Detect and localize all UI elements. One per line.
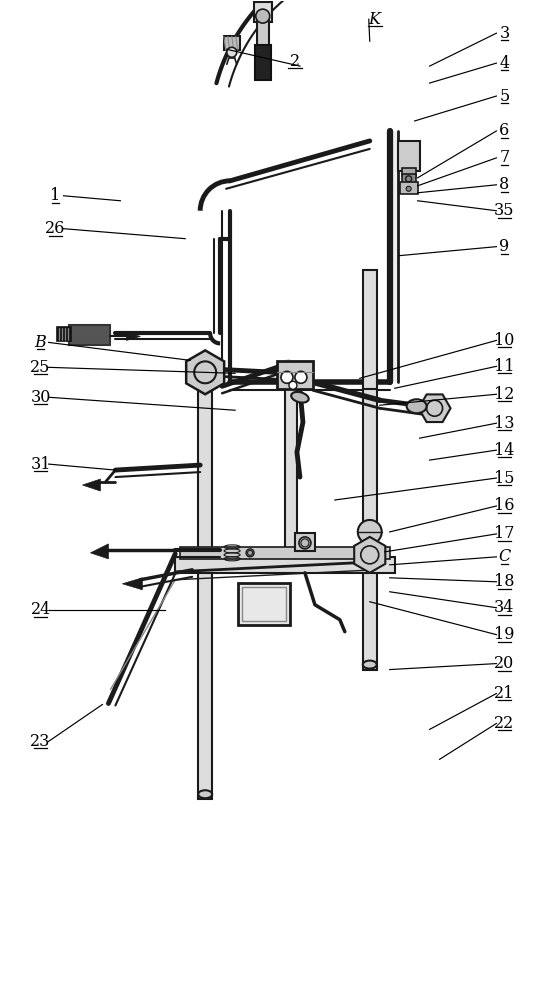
Polygon shape: [82, 479, 100, 491]
Ellipse shape: [198, 790, 212, 798]
Text: 15: 15: [494, 470, 514, 487]
Text: 8: 8: [499, 176, 510, 193]
Text: 13: 13: [494, 415, 514, 432]
Circle shape: [281, 371, 293, 383]
Bar: [363, 270, 377, 389]
Text: 17: 17: [494, 525, 514, 542]
Bar: [285, 389, 297, 570]
Text: 18: 18: [494, 573, 514, 590]
Polygon shape: [90, 544, 108, 559]
Text: B: B: [35, 334, 46, 351]
Text: 12: 12: [494, 386, 514, 403]
Bar: [198, 570, 212, 799]
Bar: [257, 19, 269, 47]
Text: 1: 1: [51, 187, 60, 204]
Circle shape: [289, 381, 297, 389]
Bar: [399, 182, 417, 194]
Bar: [242, 587, 286, 621]
Bar: [57, 327, 70, 341]
Circle shape: [299, 537, 311, 549]
Text: 3: 3: [499, 25, 510, 42]
Circle shape: [295, 371, 307, 383]
Text: 14: 14: [494, 442, 514, 459]
Text: 5: 5: [499, 88, 510, 105]
Bar: [285, 362, 297, 382]
Bar: [69, 325, 111, 345]
Text: 24: 24: [31, 601, 51, 618]
Bar: [254, 2, 272, 22]
Bar: [224, 36, 240, 50]
Circle shape: [358, 520, 382, 544]
Text: 26: 26: [45, 220, 66, 237]
Text: 11: 11: [494, 358, 514, 375]
Bar: [238, 583, 290, 625]
Text: 2: 2: [290, 53, 300, 70]
Circle shape: [227, 47, 237, 57]
Bar: [398, 141, 420, 171]
Text: 30: 30: [31, 389, 51, 406]
Text: 34: 34: [494, 599, 514, 616]
Polygon shape: [126, 332, 141, 340]
Text: 4: 4: [499, 55, 510, 72]
Circle shape: [406, 186, 411, 191]
Text: 20: 20: [494, 655, 514, 672]
Bar: [363, 370, 377, 670]
Text: 10: 10: [494, 332, 514, 349]
Text: 25: 25: [31, 359, 51, 376]
Bar: [295, 533, 315, 551]
Text: 21: 21: [494, 685, 514, 702]
Text: 7: 7: [499, 149, 510, 166]
Text: 23: 23: [31, 733, 51, 750]
Polygon shape: [354, 537, 385, 573]
Bar: [402, 168, 416, 176]
Bar: [198, 370, 212, 570]
Text: 9: 9: [499, 238, 510, 255]
Bar: [387, 131, 399, 382]
Bar: [277, 361, 313, 389]
Text: 31: 31: [31, 456, 51, 473]
Text: 22: 22: [494, 715, 514, 732]
Text: 19: 19: [494, 626, 514, 643]
Ellipse shape: [363, 661, 377, 669]
Polygon shape: [419, 394, 451, 422]
Polygon shape: [123, 578, 142, 590]
Bar: [255, 45, 271, 80]
Text: 6: 6: [499, 122, 510, 139]
Circle shape: [246, 549, 254, 557]
Text: 35: 35: [494, 202, 514, 219]
Ellipse shape: [291, 392, 308, 403]
Text: C: C: [498, 548, 511, 565]
Text: K: K: [369, 11, 381, 28]
Bar: [402, 174, 416, 184]
Bar: [175, 557, 395, 573]
Bar: [180, 547, 390, 559]
Ellipse shape: [407, 399, 427, 413]
Text: 16: 16: [494, 497, 514, 514]
Circle shape: [256, 9, 270, 23]
Polygon shape: [186, 350, 224, 394]
